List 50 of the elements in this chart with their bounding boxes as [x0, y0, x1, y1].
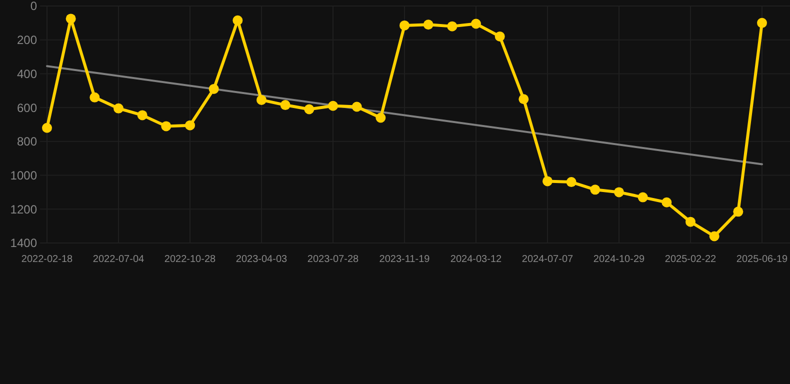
x-tick-label: 2024-03-12 [450, 254, 502, 265]
point [185, 120, 195, 130]
point [66, 14, 76, 24]
point [590, 184, 600, 195]
point [114, 103, 124, 114]
y-tick-label: 1200 [10, 202, 38, 216]
point [709, 231, 720, 242]
point [90, 92, 100, 102]
y-tick-label: 1000 [10, 168, 38, 182]
point [662, 197, 672, 208]
point [352, 102, 362, 112]
point [471, 18, 481, 29]
point [232, 15, 243, 26]
point [447, 21, 458, 32]
y-tick-label: 400 [16, 66, 38, 81]
point [494, 31, 505, 42]
point [280, 100, 290, 110]
point [638, 192, 648, 202]
x-tick-label: 2023-07-28 [307, 254, 360, 265]
y-tick-label: 200 [16, 33, 38, 48]
point [614, 187, 624, 198]
y-tick-label: 800 [16, 134, 38, 149]
point [208, 84, 219, 94]
point [423, 20, 434, 30]
x-tick-label: 2022-07-04 [92, 254, 145, 265]
point [161, 121, 172, 132]
x-tick-label: 2025-02-22 [664, 254, 717, 265]
point [304, 104, 314, 114]
x-tick-label: 2023-04-03 [236, 254, 288, 265]
point [686, 216, 696, 227]
y-tick-label: 1400 [10, 236, 38, 250]
point [400, 20, 410, 30]
point [518, 94, 529, 104]
point [328, 100, 338, 111]
x-tick-label: 2022-02-18 [21, 254, 74, 265]
point [757, 18, 767, 28]
point [137, 110, 148, 120]
point [733, 206, 744, 217]
point [376, 112, 386, 123]
point [566, 177, 576, 188]
x-tick-label: 2025-06-19 [736, 254, 788, 265]
x-tick-label: 2023-11-19 [379, 254, 430, 265]
point [42, 122, 52, 133]
x-tick-label: 2022-10-28 [164, 254, 216, 265]
x-tick-label: 2024-07-07 [522, 254, 574, 265]
point [542, 176, 552, 186]
x-tick-label: 2024-10-29 [593, 254, 646, 265]
y-tick-label: 600 [16, 100, 38, 115]
y-tick-label: 0 [30, 0, 38, 14]
point [256, 94, 266, 105]
